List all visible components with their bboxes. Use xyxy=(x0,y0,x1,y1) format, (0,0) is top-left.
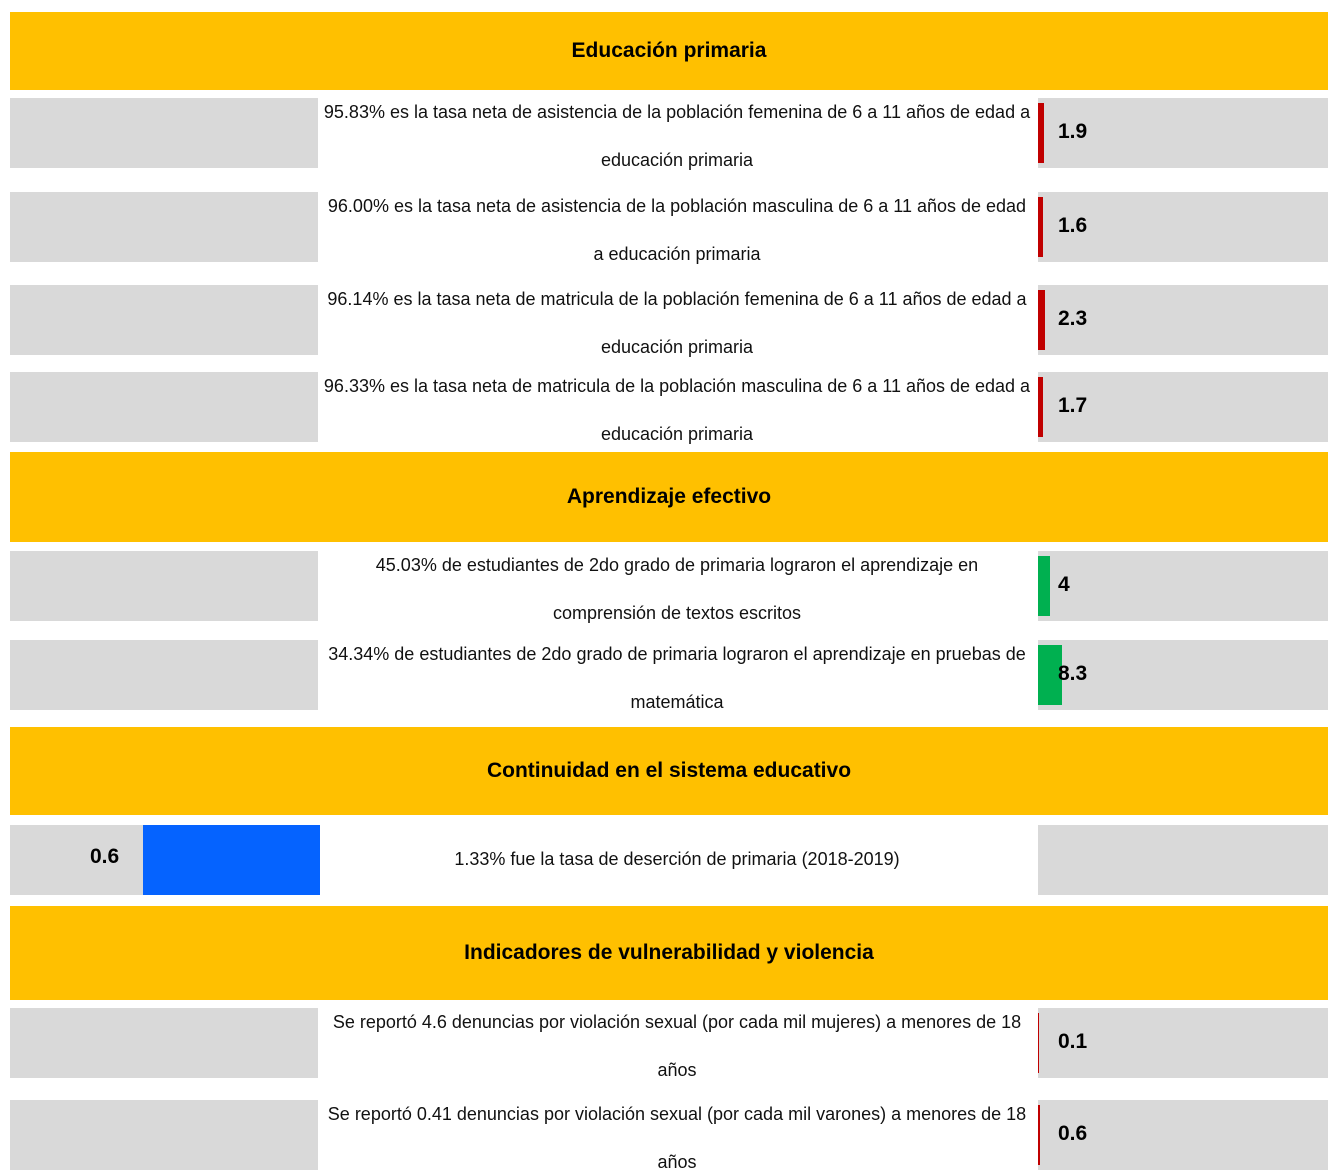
value-label: 8.3 xyxy=(1058,662,1088,685)
indicator-text: Se reportó 0.41 denuncias por violación … xyxy=(327,1104,1027,1172)
left-cell xyxy=(10,640,318,710)
left-cell xyxy=(10,1100,318,1170)
bar xyxy=(1038,1105,1040,1165)
value-label: 2.3 xyxy=(1058,307,1088,330)
right-cell xyxy=(1038,192,1328,262)
value-label: 0.1 xyxy=(1058,1030,1088,1053)
value-label: 0.6 xyxy=(1058,1122,1088,1145)
section-header: Educación primaria xyxy=(10,12,1328,90)
bar xyxy=(1038,556,1050,616)
indicator-text: 1.33% fue la tasa de deserción de primar… xyxy=(454,849,900,869)
value-label: 0.6 xyxy=(90,845,120,868)
value-label: 1.6 xyxy=(1058,214,1088,237)
bar xyxy=(1038,197,1043,257)
value-label: 1.9 xyxy=(1058,120,1088,143)
right-cell xyxy=(1038,1100,1328,1170)
bar xyxy=(1038,290,1045,350)
value-label: 1.7 xyxy=(1058,394,1088,417)
indicator-text: 96.33% es la tasa neta de matricula de l… xyxy=(323,376,1031,444)
section-header: Indicadores de vulnerabilidad y violenci… xyxy=(10,906,1328,1000)
left-cell xyxy=(10,372,318,442)
bar xyxy=(1038,645,1063,705)
left-cell xyxy=(10,192,318,262)
right-cell xyxy=(1038,372,1328,442)
left-cell xyxy=(10,1008,318,1078)
indicator-text: Se reportó 4.6 denuncias por violación s… xyxy=(332,1012,1022,1080)
value-label: 4 xyxy=(1058,573,1070,596)
left-cell xyxy=(10,98,318,168)
left-cell xyxy=(10,285,318,355)
indicator-text: 95.83% es la tasa neta de asistencia de … xyxy=(323,102,1031,170)
right-cell xyxy=(1038,551,1328,621)
bar xyxy=(1038,103,1044,163)
left-cell xyxy=(10,551,318,621)
right-cell xyxy=(1038,825,1328,895)
right-cell xyxy=(1038,640,1328,710)
section-header: Aprendizaje efectivo xyxy=(10,452,1328,542)
indicator-text: 96.00% es la tasa neta de asistencia de … xyxy=(327,196,1027,264)
right-cell xyxy=(1038,285,1328,355)
indicator-text: 34.34% de estudiantes de 2do grado de pr… xyxy=(328,644,1026,712)
bar xyxy=(1038,377,1043,437)
indicator-text: 45.03% de estudiantes de 2do grado de pr… xyxy=(375,555,979,623)
right-cell xyxy=(1038,1008,1328,1078)
section-header: Continuidad en el sistema educativo xyxy=(10,727,1328,815)
bar xyxy=(143,825,320,895)
right-cell xyxy=(1038,98,1328,168)
indicator-text: 96.14% es la tasa neta de matricula de l… xyxy=(327,289,1027,357)
